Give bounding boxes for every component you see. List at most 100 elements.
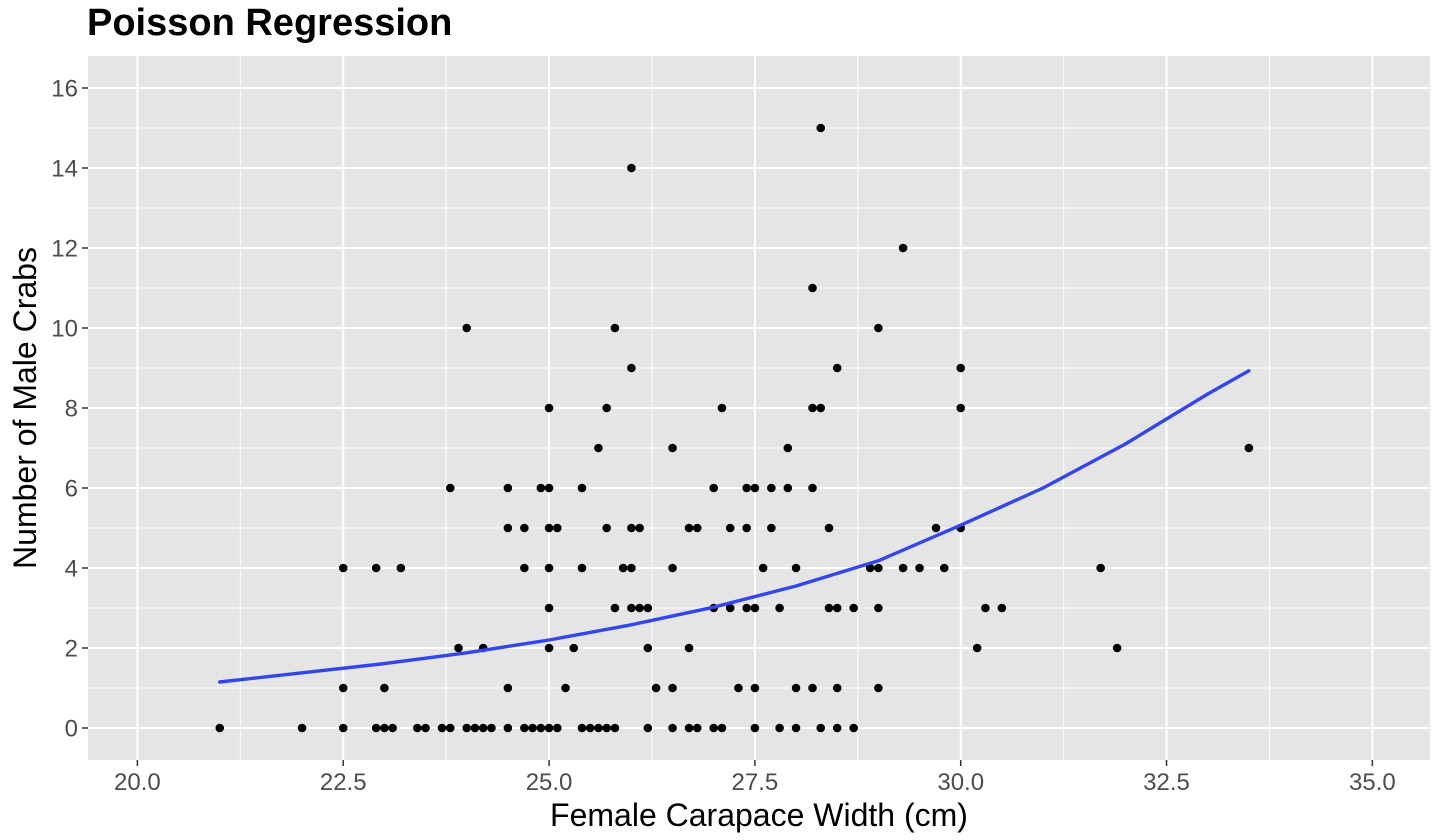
data-point — [627, 163, 636, 173]
data-point — [627, 563, 636, 573]
data-point — [775, 723, 784, 733]
data-point — [783, 483, 793, 493]
data-point — [808, 283, 817, 293]
data-point — [503, 723, 513, 733]
data-point — [874, 683, 883, 693]
data-point — [610, 323, 620, 333]
data-point — [602, 723, 611, 733]
data-point — [396, 563, 406, 573]
data-point — [684, 723, 694, 733]
data-point — [602, 523, 611, 533]
data-point — [585, 723, 595, 733]
data-point — [791, 723, 801, 733]
data-point — [528, 723, 537, 733]
data-point — [725, 603, 735, 613]
y-tick-label: 14 — [51, 156, 78, 183]
data-point — [594, 723, 603, 733]
y-axis-title: Number of Male Crabs — [7, 247, 43, 569]
data-point — [758, 563, 768, 573]
x-tick-label: 22.5 — [320, 769, 367, 796]
data-point — [668, 683, 677, 693]
data-point — [956, 403, 966, 413]
data-point — [742, 603, 751, 613]
data-point — [824, 523, 834, 533]
fit-line — [218, 369, 1251, 684]
data-point — [421, 723, 430, 733]
data-point — [561, 683, 570, 693]
data-point — [775, 603, 784, 613]
data-point — [816, 123, 826, 133]
data-point — [544, 643, 554, 653]
data-point — [898, 243, 908, 253]
data-point — [725, 523, 735, 533]
data-point — [709, 723, 719, 733]
y-tick-label: 10 — [51, 316, 78, 343]
data-point — [750, 483, 760, 493]
data-point — [1244, 443, 1254, 453]
data-point — [602, 403, 611, 413]
data-point — [577, 483, 587, 493]
y-axis: 0 2 4 6 8 10 12 14 16 — [51, 76, 88, 743]
data-point — [643, 643, 653, 653]
data-point — [783, 443, 793, 453]
data-point — [981, 603, 990, 613]
data-point — [874, 563, 883, 573]
x-tick-label: 32.5 — [1143, 769, 1190, 796]
data-point — [503, 683, 513, 693]
data-point — [684, 523, 694, 533]
data-point — [808, 483, 817, 493]
data-point — [692, 723, 702, 733]
data-point — [832, 683, 842, 693]
data-point — [767, 483, 776, 493]
x-tick-label: 35.0 — [1349, 769, 1396, 796]
data-point — [338, 563, 348, 573]
data-point — [717, 723, 727, 733]
data-point — [437, 723, 447, 733]
data-point — [824, 603, 834, 613]
chart-title: Poisson Regression — [87, 2, 453, 44]
y-tick-label: 16 — [51, 76, 78, 103]
data-point — [709, 483, 719, 493]
data-point — [717, 403, 727, 413]
data-point — [627, 523, 636, 533]
data-point — [487, 723, 496, 733]
data-point — [627, 603, 636, 613]
data-point — [371, 723, 381, 733]
data-point — [931, 523, 941, 533]
data-point — [692, 523, 702, 533]
data-point — [610, 603, 620, 613]
data-point — [874, 323, 883, 333]
y-tick-label: 4 — [65, 556, 78, 583]
x-tick-label: 20.0 — [114, 769, 161, 796]
data-point — [972, 643, 982, 653]
data-point — [808, 403, 817, 413]
x-axis: 20.0 22.5 25.0 27.5 30.0 32.5 35.0 — [114, 760, 1396, 796]
data-point — [544, 563, 554, 573]
data-point — [594, 443, 603, 453]
data-point — [577, 723, 587, 733]
data-point — [338, 683, 348, 693]
y-tick-label: 0 — [65, 716, 78, 743]
y-tick-label: 12 — [51, 236, 78, 263]
data-point — [520, 563, 529, 573]
data-point — [503, 523, 513, 533]
data-point — [610, 723, 620, 733]
data-point — [791, 563, 801, 573]
data-point — [742, 523, 751, 533]
data-point — [643, 603, 653, 613]
data-point — [462, 723, 472, 733]
data-point — [544, 723, 554, 733]
data-point — [816, 403, 826, 413]
x-tick-label: 27.5 — [732, 769, 779, 796]
data-point — [388, 723, 397, 733]
data-point — [643, 723, 653, 733]
data-point — [380, 723, 389, 733]
data-point — [742, 483, 751, 493]
data-point — [874, 603, 883, 613]
data-point — [767, 523, 776, 533]
data-point — [865, 563, 875, 573]
data-point — [791, 683, 801, 693]
data-point — [413, 723, 422, 733]
data-point — [544, 603, 554, 613]
